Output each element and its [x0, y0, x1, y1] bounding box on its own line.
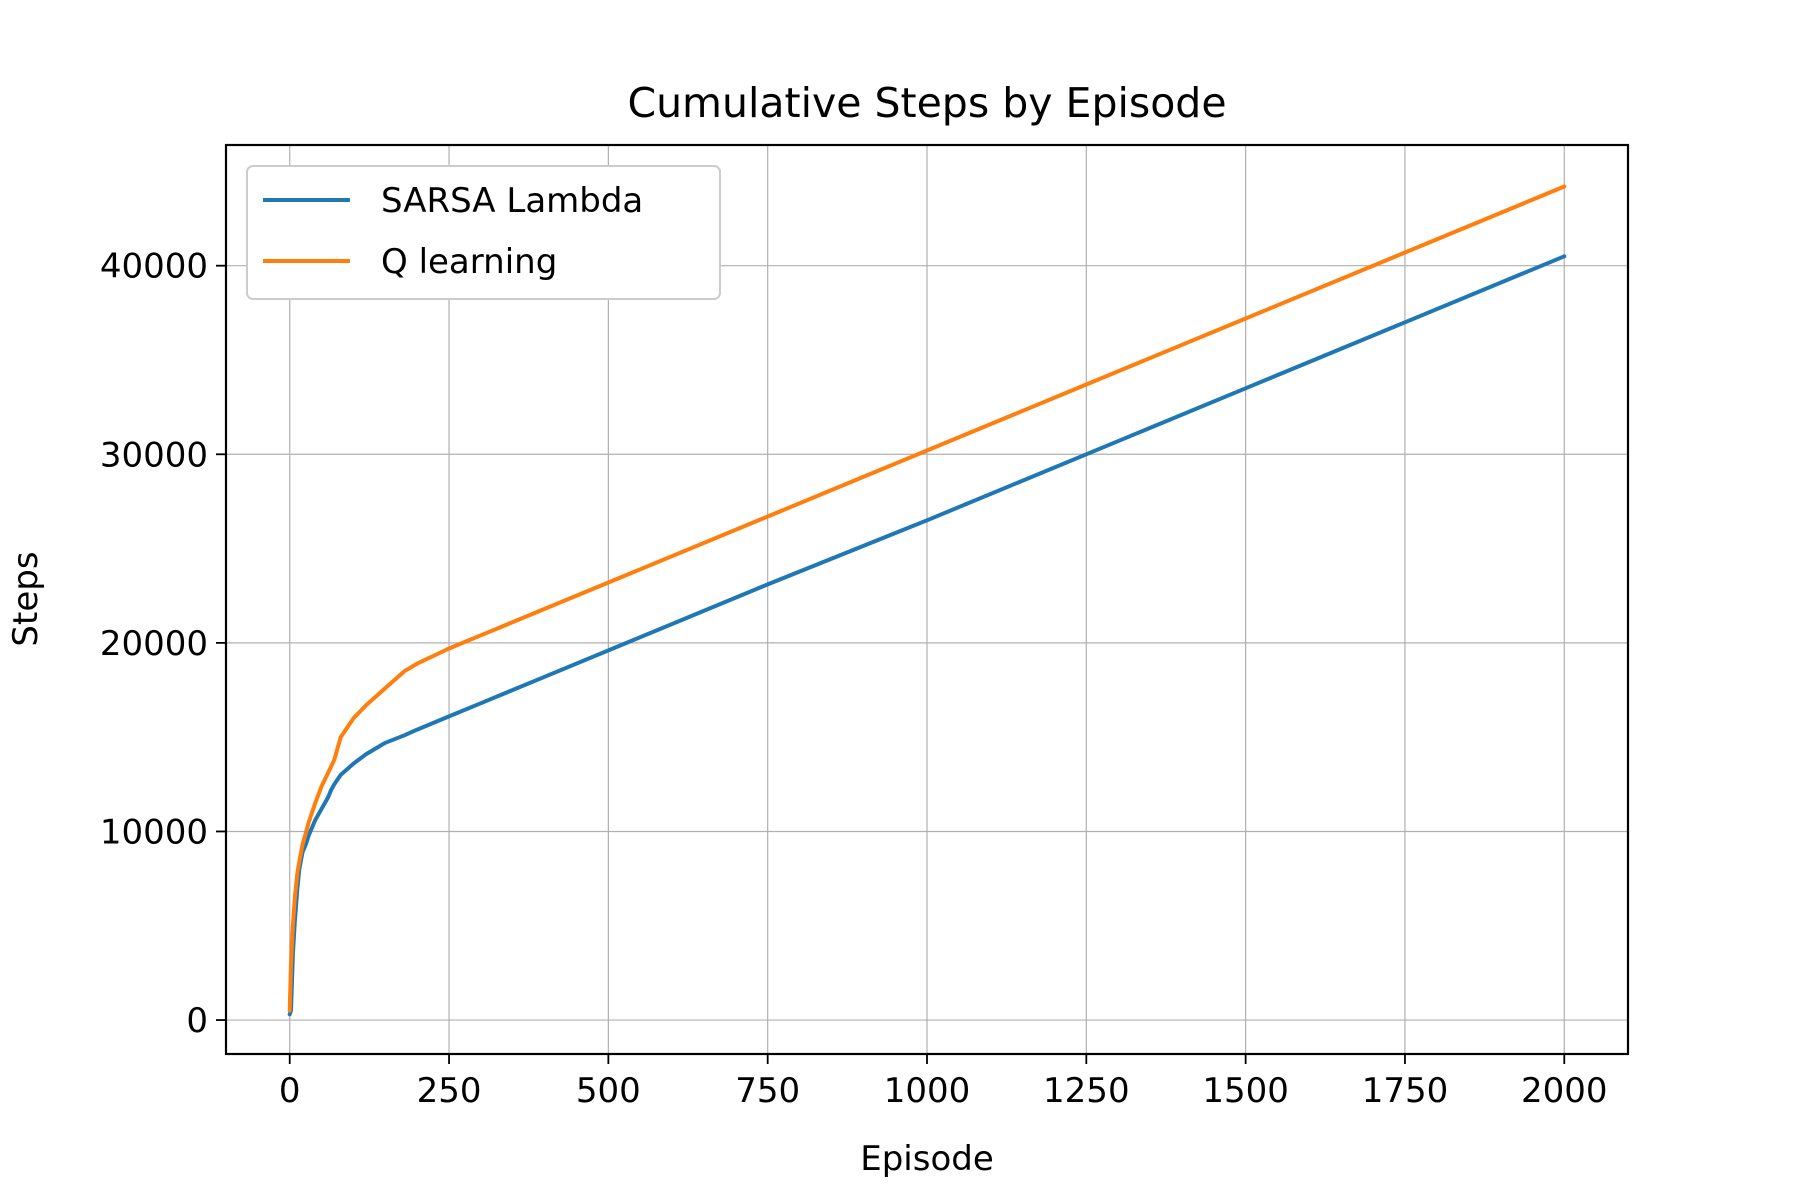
- y-tick-label: 10000: [100, 812, 208, 852]
- x-tick-label: 0: [279, 1071, 301, 1111]
- x-tick-label: 500: [576, 1071, 641, 1111]
- x-tick-label: 1750: [1362, 1071, 1449, 1111]
- series-line-q-learning: [287, 184, 1567, 1013]
- y-tick-label: 0: [186, 1001, 208, 1041]
- y-tick-label: 30000: [100, 435, 208, 475]
- x-tick-label: 2000: [1521, 1071, 1608, 1111]
- axis-ticks: 0 250 500 750 1000 1250 1500 1750 20000100002000…: [100, 247, 1608, 1111]
- x-tick-label: 1250: [1043, 1071, 1130, 1111]
- legend-label-sarsa-lambda: SARSA Lambda: [381, 181, 643, 221]
- x-tick-label: 1500: [1202, 1071, 1289, 1111]
- y-axis-label: Steps: [6, 551, 46, 646]
- y-tick-label: 20000: [100, 624, 208, 664]
- y-tick-label: 40000: [100, 247, 208, 287]
- x-tick-label: 1000: [884, 1071, 971, 1111]
- plot-lines: [287, 184, 1567, 1017]
- x-tick-label: 250: [417, 1071, 482, 1111]
- chart-title: Cumulative Steps by Episode: [627, 79, 1226, 127]
- legend-label-q-learning: Q learning: [381, 242, 557, 282]
- x-axis-label: Episode: [860, 1139, 994, 1179]
- legend: SARSA Lambda Q learning: [246, 165, 721, 300]
- x-tick-label: 750: [735, 1071, 800, 1111]
- legend-box: [246, 165, 721, 300]
